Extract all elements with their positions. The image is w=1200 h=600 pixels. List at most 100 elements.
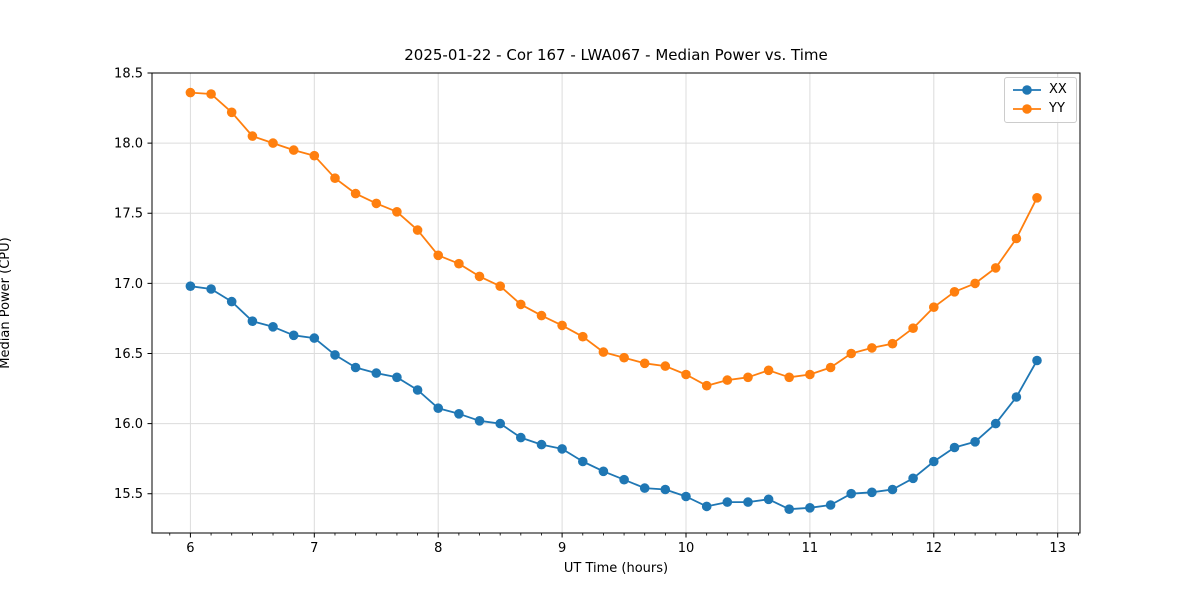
- data-point-marker-yy: [619, 352, 629, 363]
- data-point-marker-xx: [660, 484, 671, 495]
- data-point-marker-yy: [825, 362, 836, 373]
- data-point-marker-xx: [639, 483, 650, 493]
- data-point-marker-yy: [929, 302, 939, 313]
- data-point-marker-yy: [743, 372, 753, 383]
- y-tick-label: 17.0: [114, 277, 143, 292]
- data-point-marker-xx: [309, 333, 320, 343]
- data-point-marker-yy: [578, 331, 588, 342]
- data-point-marker-xx: [350, 362, 361, 373]
- legend: XX YY: [1004, 77, 1077, 123]
- y-tick-label: 16.0: [114, 417, 143, 432]
- data-point-marker-yy: [784, 372, 794, 383]
- data-point-marker-yy: [681, 369, 691, 380]
- data-point-marker-yy: [970, 278, 980, 289]
- data-point-marker-yy: [763, 365, 774, 376]
- legend-marker-icon: [1013, 104, 1041, 114]
- data-point-marker-yy: [722, 375, 733, 385]
- data-point-marker-yy: [887, 338, 898, 349]
- x-tick-label: 9: [558, 541, 566, 556]
- legend-marker-icon: [1013, 85, 1041, 95]
- data-point-marker-xx: [288, 330, 299, 341]
- data-point-marker-yy: [454, 258, 464, 269]
- data-point-marker-yy: [268, 138, 278, 148]
- data-point-marker-xx: [681, 491, 691, 502]
- data-point-marker-yy: [639, 358, 650, 369]
- data-point-marker-xx: [701, 501, 712, 512]
- data-point-marker-xx: [392, 372, 402, 383]
- data-point-marker-xx: [929, 456, 939, 467]
- data-point-marker-yy: [949, 287, 960, 297]
- data-point-marker-xx: [516, 432, 526, 443]
- data-point-marker-xx: [495, 418, 506, 429]
- data-point-marker-xx: [743, 497, 753, 507]
- x-tick-label: 12: [926, 541, 943, 556]
- data-point-marker-xx: [1011, 392, 1022, 402]
- data-point-marker-xx: [226, 296, 237, 307]
- data-point-marker-yy: [516, 299, 526, 310]
- data-point-marker-yy: [536, 310, 547, 321]
- x-tick-label: 11: [802, 541, 819, 556]
- data-point-marker-xx: [557, 444, 567, 454]
- data-point-marker-yy: [350, 188, 361, 199]
- data-point-marker-yy: [660, 361, 671, 371]
- data-point-marker-yy: [330, 173, 340, 183]
- data-point-marker-yy: [309, 150, 320, 161]
- y-axis-label: Median Power (CPU): [0, 237, 13, 369]
- data-point-marker-xx: [722, 497, 733, 507]
- data-point-marker-xx: [371, 368, 382, 378]
- x-tick-label: 6: [186, 541, 194, 556]
- data-point-marker-xx: [908, 473, 918, 484]
- data-point-marker-yy: [990, 263, 1001, 273]
- data-point-marker-xx: [454, 409, 464, 419]
- data-point-marker-yy: [185, 87, 196, 98]
- data-point-marker-xx: [474, 416, 485, 426]
- data-point-marker-yy: [495, 281, 506, 292]
- x-tick-label: 8: [434, 541, 442, 556]
- data-point-marker-xx: [970, 437, 980, 447]
- legend-label: YY: [1049, 101, 1065, 116]
- y-tick-label: 17.5: [114, 207, 143, 222]
- data-point-marker-yy: [1011, 233, 1022, 244]
- data-point-marker-yy: [226, 107, 237, 118]
- data-point-marker-yy: [392, 207, 402, 217]
- legend-label: XX: [1049, 82, 1067, 97]
- data-point-marker-xx: [433, 403, 444, 414]
- axes-spine: [151, 72, 1081, 534]
- data-point-marker-yy: [557, 320, 567, 331]
- x-tick-label: 10: [678, 541, 695, 556]
- y-tick-label: 15.5: [114, 487, 143, 502]
- data-point-marker-xx: [846, 488, 856, 499]
- data-point-marker-yy: [371, 198, 382, 209]
- data-point-marker-xx: [990, 418, 1001, 429]
- data-point-marker-xx: [949, 442, 960, 453]
- data-point-marker-xx: [825, 500, 836, 510]
- data-point-marker-xx: [330, 350, 340, 360]
- data-point-marker-xx: [763, 494, 774, 505]
- data-point-marker-xx: [578, 456, 588, 467]
- data-point-marker-xx: [268, 322, 278, 332]
- data-point-marker-yy: [433, 250, 444, 261]
- data-point-marker-xx: [206, 284, 216, 294]
- y-tick-label: 18.5: [114, 67, 143, 82]
- data-point-marker-xx: [805, 503, 815, 513]
- data-point-marker-xx: [247, 316, 258, 327]
- y-tick-label: 16.5: [114, 347, 143, 362]
- data-point-marker-yy: [908, 323, 918, 334]
- data-point-marker-yy: [701, 380, 712, 391]
- chart-title: 2025-01-22 - Cor 167 - LWA067 - Median P…: [404, 46, 828, 64]
- data-point-marker-yy: [247, 131, 258, 141]
- data-point-marker-xx: [536, 439, 547, 450]
- x-tick-label: 7: [310, 541, 318, 556]
- x-axis-label: UT Time (hours): [563, 561, 669, 576]
- data-point-marker-yy: [1032, 193, 1042, 203]
- data-point-marker-xx: [185, 281, 196, 292]
- legend-item-xx: XX: [1012, 82, 1067, 98]
- data-point-marker-xx: [784, 504, 794, 514]
- legend-item-yy: YY: [1012, 101, 1067, 117]
- data-point-marker-yy: [206, 89, 216, 99]
- data-point-marker-xx: [1032, 355, 1042, 366]
- data-point-marker-xx: [887, 484, 898, 495]
- data-point-marker-yy: [474, 271, 485, 282]
- data-point-marker-yy: [288, 145, 299, 155]
